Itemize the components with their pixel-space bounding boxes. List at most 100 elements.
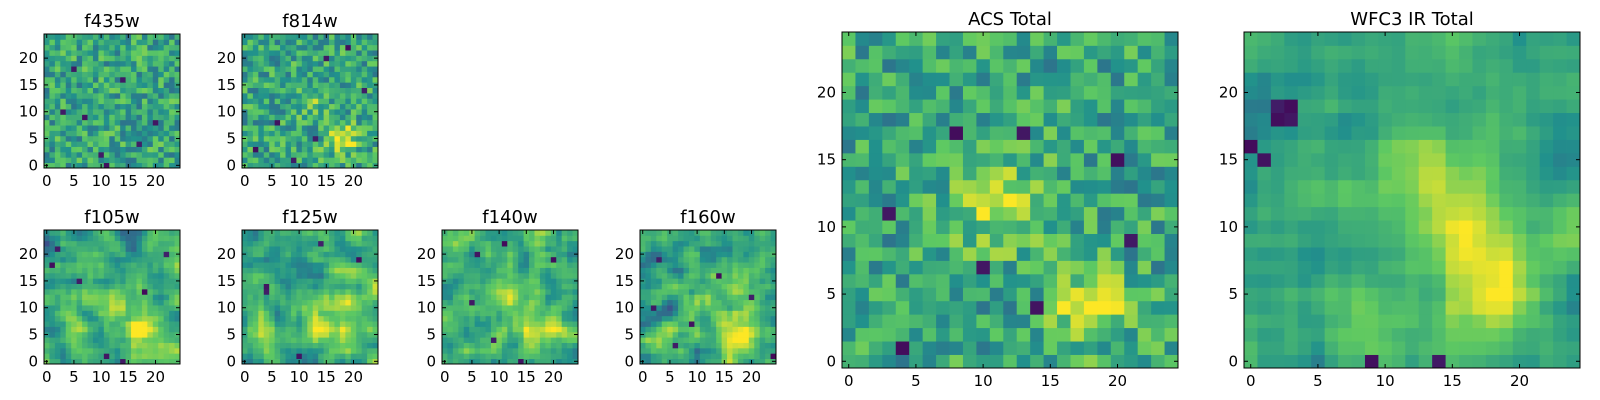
heatmap-cell [721,278,728,284]
heatmap-cell [372,103,379,110]
heatmap-cell [356,71,363,78]
heatmap-cell [372,141,379,147]
heatmap-cell [512,262,519,268]
heatmap-cell [1083,85,1098,100]
heatmap-cell [350,246,357,252]
heatmap-cell [1110,206,1125,221]
heatmap-cell [169,246,175,252]
heatmap-cell [339,130,346,137]
heatmap-cell [1512,354,1527,369]
heatmap-cell [92,305,99,311]
heatmap-cell [76,146,83,153]
heatmap-cell [350,44,357,51]
heatmap-cell [474,358,481,365]
heatmap-cell [125,130,132,137]
heatmap-cell [770,230,777,236]
heatmap-cell [716,353,722,360]
heatmap-cell [1137,327,1152,342]
heatmap-cell [114,246,121,252]
heatmap-cell [367,235,373,242]
heatmap-cell [174,60,181,67]
heatmap-cell [672,310,679,317]
heatmap-cell [842,341,856,355]
heatmap-cell [1539,260,1554,275]
heatmap-cell [710,337,717,343]
heatmap-cell [339,230,346,236]
heatmap-cell [307,288,314,295]
heatmap-cell [109,251,116,258]
heatmap-cell [1364,220,1379,234]
heatmap-cell [76,87,83,94]
heatmap-cell [442,315,448,322]
heatmap-cell [556,235,563,242]
heatmap-cell [109,267,116,274]
heatmap-cell [296,299,303,306]
heatmap-cell [114,294,121,301]
heatmap-cell [329,114,335,121]
heatmap-cell [1030,287,1044,302]
axes-frame [639,229,777,365]
heatmap-cell [82,315,88,322]
heatmap-cell [174,267,181,274]
heatmap-cell [523,251,530,258]
heatmap-cell [141,283,148,290]
heatmap-cell [65,55,72,62]
heatmap-cell [545,299,552,306]
heatmap-cells [44,34,181,169]
heatmap-cell [1151,273,1165,288]
heatmap-cell [842,179,856,194]
heatmap-cell [103,92,110,99]
heatmap-cell [252,358,259,365]
heatmap-cell [263,347,270,354]
heatmap-cell [87,342,94,349]
heatmap-cell [759,315,766,322]
heatmap-cell [158,240,165,247]
heatmap-cell [1378,206,1393,221]
heatmap-cell [141,235,148,242]
heatmap-cell [534,294,541,301]
heatmap-cell [721,310,728,317]
heatmap-cell [1083,152,1098,167]
heatmap-cell [323,342,330,349]
heatmap-cell [152,347,159,354]
heatmap-cell [842,139,856,154]
heatmap-cell [356,235,363,242]
heatmap-cell [285,119,292,126]
heatmap-cell [694,305,701,311]
heatmap-cell [60,342,67,349]
heatmap-cell [152,288,159,295]
heatmap-cell [323,141,330,147]
heatmap-cell [529,288,535,295]
heatmap-cell [339,92,346,99]
heatmap-cell [485,246,492,252]
heatmap-cell [1151,99,1165,114]
heatmap-cell [1338,152,1352,167]
heatmap-cell [334,278,341,284]
heatmap-cell [252,337,259,343]
heatmap-cell [1512,233,1527,248]
heatmap-cell [258,310,265,317]
heatmap-cell [1003,152,1018,167]
heatmap-cell [60,151,67,158]
heatmap-cell [109,326,116,333]
heatmap-cell [103,235,110,242]
heatmap-cell [732,262,739,268]
heatmap-cell [567,299,573,306]
heatmap-cell [458,310,465,317]
heatmap-cell [274,235,281,242]
heatmap-cell [1459,327,1473,342]
heatmap-cell [87,50,94,56]
heatmap-cell [147,82,154,88]
heatmap-cell [339,44,346,51]
heatmap-cell [1405,206,1420,221]
heatmap-cell [307,157,314,164]
heatmap-cell [645,326,652,333]
heatmap-cell [141,230,148,236]
heatmap-cell [1003,327,1018,342]
heatmap-cell [678,321,684,327]
heatmap-cell [242,235,248,242]
heatmap-cell [485,278,492,284]
heatmap-cell [507,315,514,322]
heatmap-cell [529,321,535,327]
heatmap-cell [290,262,297,268]
